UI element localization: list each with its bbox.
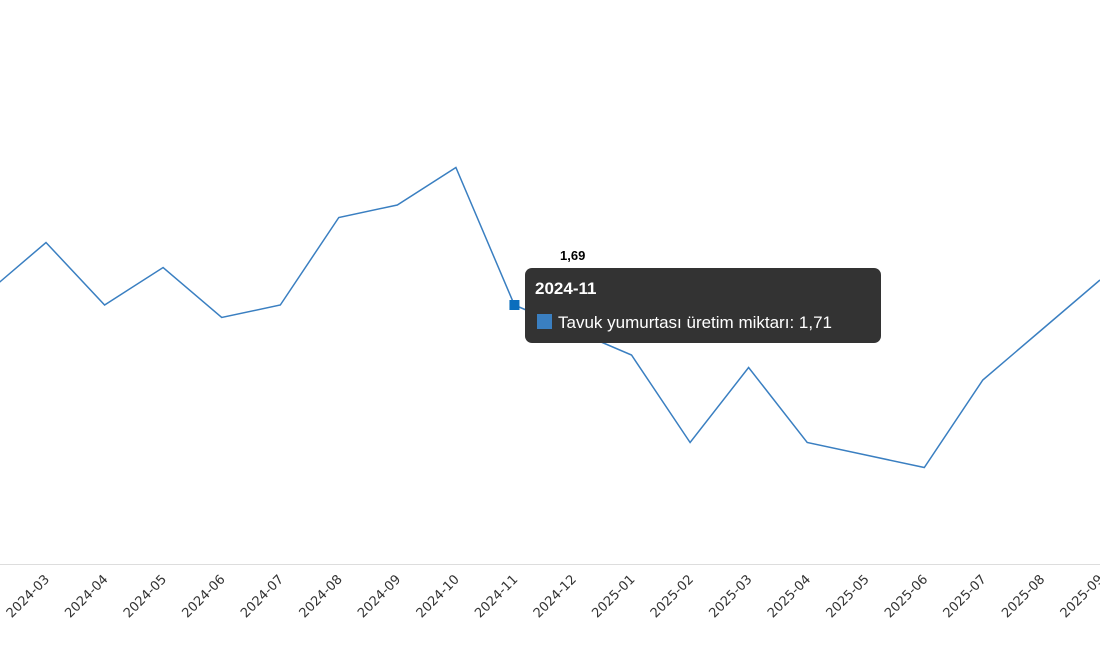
x-tick-label: 2025-04 [765, 572, 814, 621]
tooltip-text: Tavuk yumurtası üretim miktarı: 1,71 [558, 313, 832, 332]
x-tick-label: 2024-09 [355, 572, 404, 621]
tooltip: 2024-11 Tavuk yumurtası üretim miktarı: … [525, 268, 881, 343]
x-tick-label: 2025-02 [648, 572, 697, 621]
tooltip-title: 2024-11 [535, 279, 596, 298]
x-tick-label: 2025-01 [589, 572, 638, 621]
x-tick-label: 2024-08 [297, 572, 346, 621]
x-tick-label: 2024-06 [180, 572, 229, 621]
x-tick-label: 2025-06 [882, 572, 931, 621]
x-tick-label: 2025-09 [1058, 572, 1100, 621]
x-tick-label: 2025-05 [824, 572, 873, 621]
x-tick-label: 2025-03 [706, 572, 755, 621]
tooltip-series-swatch [537, 314, 552, 329]
x-tick-label: 2024-05 [121, 572, 170, 621]
x-tick-label: 2024-03 [4, 572, 53, 621]
x-tick-label: 2024-07 [238, 572, 287, 621]
data-label-2024-12: 1,69 [560, 248, 585, 263]
hover-point-marker[interactable] [509, 300, 520, 310]
x-tick-label: 2024-11 [472, 572, 521, 621]
x-tick-label: 2024-04 [62, 572, 111, 621]
x-tick-label: 2024-12 [531, 572, 580, 621]
tooltip-box [525, 268, 881, 343]
x-tick-label: 2025-07 [941, 572, 990, 621]
x-tick-label: 2024-10 [414, 572, 463, 621]
x-tick-label: 2025-08 [999, 572, 1048, 621]
